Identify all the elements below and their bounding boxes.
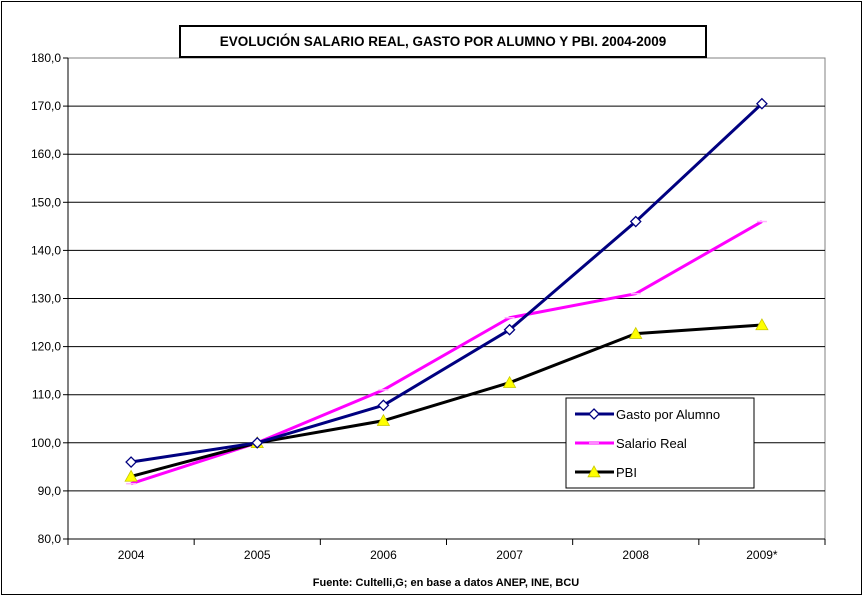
data-point bbox=[251, 436, 264, 449]
x-axis-label: Fuente: Cultelli,G; en base a datos ANEP… bbox=[313, 577, 580, 589]
y-tick-label: 120,0 bbox=[31, 340, 61, 354]
axes: 80,0 90,0 100,0 110,0 120,0 130,0 140,0 150,0 16… bbox=[31, 51, 826, 562]
y-tick-label: 170,0 bbox=[31, 99, 61, 113]
y-tick-label: 160,0 bbox=[31, 147, 61, 161]
gridlines bbox=[68, 105, 825, 492]
y-tick-label: 110,0 bbox=[32, 388, 61, 402]
legend-marker bbox=[587, 465, 601, 478]
x-tick-label: 2004 bbox=[118, 548, 145, 562]
y-tick-label: 80,0 bbox=[38, 532, 62, 546]
y-tick-label: 90,0 bbox=[38, 484, 62, 498]
data-point bbox=[755, 318, 769, 331]
series-line bbox=[130, 323, 763, 478]
legend: Gasto por Alumno Salario Real PBI bbox=[565, 397, 755, 489]
legend-marker bbox=[588, 408, 600, 420]
data-point bbox=[629, 215, 642, 228]
y-tick-label: 180,0 bbox=[31, 51, 61, 65]
data-point bbox=[503, 323, 516, 336]
x-tick-label: 2008 bbox=[622, 548, 649, 562]
y-tick-label: 150,0 bbox=[31, 195, 61, 209]
chart-title: EVOLUCIÓN SALARIO REAL, GASTO POR ALUMNO… bbox=[179, 25, 707, 58]
legend-label: Gasto por Alumno bbox=[616, 407, 720, 422]
legend-label: PBI bbox=[616, 465, 637, 480]
y-tick-label: 100,0 bbox=[31, 436, 61, 450]
y-tick-label: 130,0 bbox=[31, 292, 61, 306]
data-point bbox=[629, 326, 643, 339]
x-tick-label: 2007 bbox=[496, 548, 523, 562]
data-point bbox=[755, 97, 768, 110]
series-line bbox=[130, 102, 763, 464]
x-tick-label: 2006 bbox=[370, 548, 397, 562]
data-point bbox=[124, 469, 138, 482]
x-tick-label: 2009* bbox=[746, 548, 778, 562]
data-point bbox=[377, 399, 390, 412]
data-point bbox=[125, 456, 138, 468]
x-tick-label: 2005 bbox=[244, 548, 271, 562]
data-point bbox=[502, 375, 517, 388]
series-lines bbox=[124, 97, 769, 486]
data-point bbox=[376, 413, 391, 426]
legend-label: Salario Real bbox=[616, 436, 687, 451]
y-tick-label: 140,0 bbox=[31, 243, 61, 257]
